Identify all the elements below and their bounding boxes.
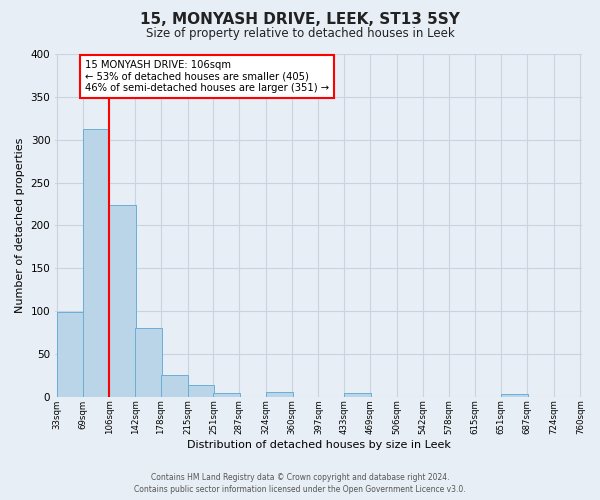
X-axis label: Distribution of detached houses by size in Leek: Distribution of detached houses by size … (187, 440, 451, 450)
Bar (56, 312, 83, 397)
Text: 15 MONYASH DRIVE: 106sqm
← 53% of detached houses are smaller (405)
46% of semi-: 15 MONYASH DRIVE: 106sqm ← 53% of detach… (85, 60, 329, 93)
Bar (214, 392, 240, 397)
Bar (188, 385, 214, 397)
Bar (83, 128, 109, 397)
Bar (266, 392, 293, 397)
Bar (344, 392, 371, 397)
Bar (161, 376, 188, 397)
Bar (135, 328, 161, 397)
Bar (109, 205, 136, 397)
Text: Contains HM Land Registry data © Crown copyright and database right 2024.
Contai: Contains HM Land Registry data © Crown c… (134, 472, 466, 494)
Bar (501, 394, 528, 397)
Text: Size of property relative to detached houses in Leek: Size of property relative to detached ho… (146, 28, 454, 40)
Y-axis label: Number of detached properties: Number of detached properties (15, 138, 25, 313)
Text: 15, MONYASH DRIVE, LEEK, ST13 5SY: 15, MONYASH DRIVE, LEEK, ST13 5SY (140, 12, 460, 28)
